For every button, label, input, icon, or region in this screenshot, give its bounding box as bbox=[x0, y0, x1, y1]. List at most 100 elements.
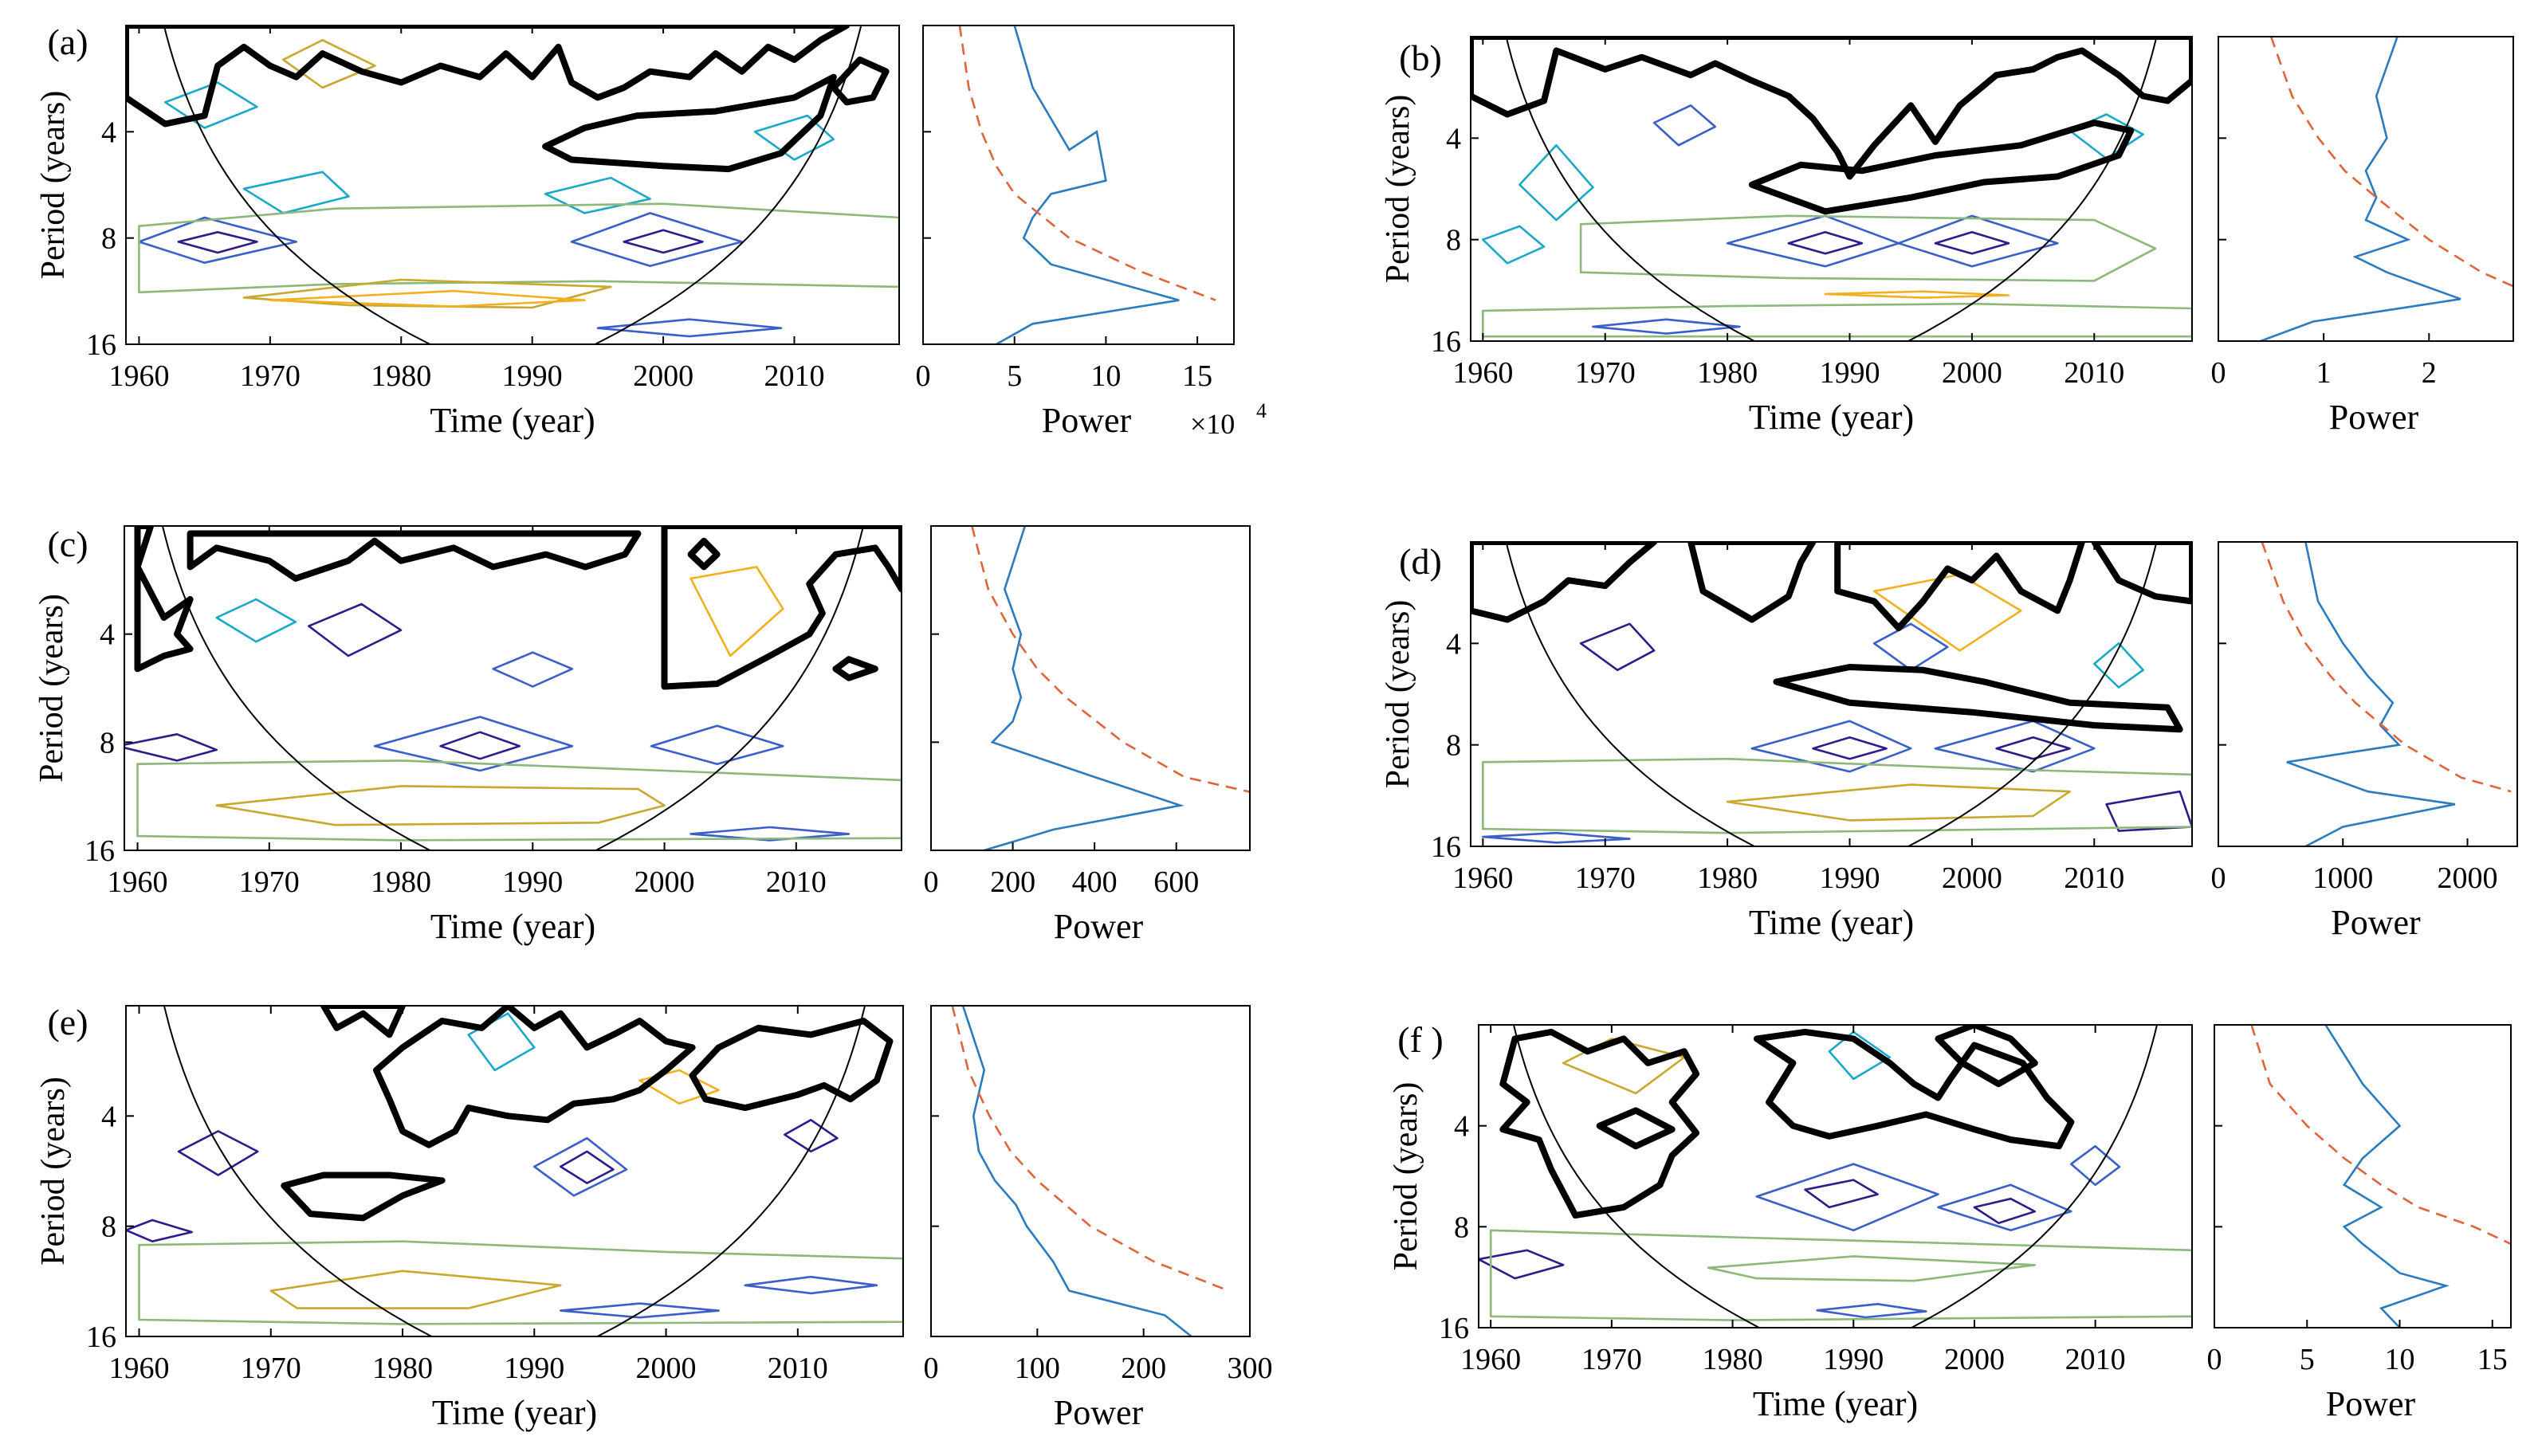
global-plot-area bbox=[2261, 542, 2512, 846]
contour-line bbox=[269, 289, 586, 308]
global-plot-area bbox=[2250, 1025, 2511, 1328]
y-tick-label: 8 bbox=[101, 222, 116, 256]
x-tick-label: 2000 bbox=[1942, 356, 2002, 390]
contour-line bbox=[2069, 113, 2144, 160]
contour-line bbox=[1872, 622, 1949, 672]
global-plot-area bbox=[971, 526, 1250, 850]
contour-line bbox=[1479, 1249, 1565, 1280]
contour-line bbox=[282, 39, 376, 89]
global-power-line bbox=[2260, 37, 2461, 341]
cone-of-influence-right bbox=[595, 26, 862, 344]
x-tick-label: 1980 bbox=[1697, 356, 1758, 390]
significance-contour bbox=[1834, 542, 2085, 631]
panel-label: (c) bbox=[47, 524, 88, 564]
global-plot-area bbox=[951, 1006, 1229, 1336]
global-x-axis-label: Power bbox=[1054, 1393, 1144, 1432]
panel-label: (b) bbox=[1399, 37, 1442, 78]
x-tick-label: 2010 bbox=[766, 865, 827, 899]
global-x-axis-label: Power bbox=[2331, 903, 2421, 942]
contour-line bbox=[136, 759, 902, 842]
contour-line bbox=[1897, 214, 2059, 268]
contour-line bbox=[533, 1136, 628, 1197]
panel-d: 1960 1970 1980 1990 2000 2010 4 8 16 Time (year) P… bbox=[1380, 541, 2518, 942]
significance-contour bbox=[832, 656, 878, 681]
significance-level-line bbox=[951, 1006, 1229, 1292]
contour-line bbox=[439, 731, 521, 760]
panel-b: 1960 1970 1980 1990 2000 2010 4 8 16 Time (year) P… bbox=[1380, 36, 2514, 437]
contour-line bbox=[1726, 783, 2071, 822]
panel-label: (a) bbox=[47, 22, 88, 62]
contour-line bbox=[1872, 573, 2022, 652]
x-tick-label: 1970 bbox=[1575, 861, 1636, 895]
contour-line bbox=[1518, 144, 1594, 222]
contour-line bbox=[242, 278, 612, 309]
panel-a: 1960 1970 1980 1990 2000 2010 4 8 16 Time (year) P… bbox=[35, 22, 1267, 440]
contour-line bbox=[1755, 1163, 1939, 1232]
x-tick-label: 1990 bbox=[502, 359, 563, 393]
wavelet-plot-area bbox=[126, 1006, 903, 1336]
y-tick-label: 16 bbox=[86, 328, 116, 362]
cone-of-influence-left bbox=[1513, 1025, 1760, 1328]
y-axis-label: Period (years) bbox=[1380, 600, 1416, 789]
x-tick-label: 1980 bbox=[1703, 1343, 1763, 1376]
global-x-tick-label: 100 bbox=[1015, 1352, 1060, 1385]
contour-line bbox=[544, 176, 651, 214]
contour-line bbox=[215, 785, 666, 826]
x-tick-label: 1990 bbox=[1823, 1343, 1884, 1376]
global-exponent-label: ×10 bbox=[1190, 408, 1235, 440]
contour-line bbox=[1812, 736, 1888, 760]
contour-line bbox=[242, 171, 350, 214]
significance-contour bbox=[2091, 542, 2192, 605]
x-tick-label: 1960 bbox=[108, 359, 169, 393]
panel-label: (f ) bbox=[1397, 1019, 1443, 1060]
contour-line bbox=[1652, 104, 1717, 147]
cone-of-influence-right bbox=[595, 526, 865, 850]
contour-line bbox=[1579, 214, 2157, 282]
contour-line bbox=[492, 651, 574, 688]
cone-of-influence-left bbox=[163, 1006, 432, 1336]
x-axis-label: Time (year) bbox=[430, 401, 595, 440]
global-exponent-power: 4 bbox=[1256, 399, 1267, 422]
wavelet-plot-area bbox=[1471, 37, 2192, 341]
contour-line bbox=[138, 202, 899, 294]
global-plot-area bbox=[958, 26, 1216, 344]
x-tick-label: 2000 bbox=[633, 359, 693, 393]
global-frame bbox=[2218, 541, 2518, 847]
x-axis-label: Time (year) bbox=[1749, 903, 1914, 942]
contour-line bbox=[2105, 790, 2192, 832]
global-power-line bbox=[2324, 1025, 2450, 1328]
global-x-tick-label: 2 bbox=[2422, 356, 2437, 390]
y-axis-label: Period (years) bbox=[35, 1077, 72, 1266]
y-tick-label: 8 bbox=[1446, 224, 1461, 257]
contour-line bbox=[1482, 302, 2192, 338]
global-x-tick-label: 10 bbox=[2385, 1343, 2415, 1376]
y-axis-label: Period (years) bbox=[35, 91, 72, 280]
x-tick-label: 2010 bbox=[2065, 1343, 2126, 1376]
y-tick-label: 4 bbox=[101, 116, 116, 149]
wavelet-frame bbox=[125, 25, 900, 345]
x-tick-label: 2010 bbox=[768, 1352, 828, 1385]
contour-line bbox=[269, 1270, 562, 1309]
contour-line bbox=[1824, 290, 2010, 299]
x-tick-label: 1970 bbox=[1581, 1343, 1642, 1376]
global-x-axis-label: Power bbox=[2329, 398, 2419, 437]
cone-of-influence-right bbox=[1911, 1025, 2158, 1328]
significance-level-line bbox=[2269, 37, 2513, 288]
contour-line bbox=[1937, 1183, 2072, 1232]
contour-line bbox=[560, 1302, 720, 1319]
x-tick-label: 1960 bbox=[108, 865, 168, 899]
contour-line bbox=[1995, 736, 2071, 760]
contour-line bbox=[784, 1119, 839, 1153]
global-power-line bbox=[996, 26, 1180, 344]
contour-line bbox=[2070, 1144, 2121, 1187]
y-tick-label: 16 bbox=[1439, 1312, 1469, 1345]
global-x-axis-label: Power bbox=[2326, 1384, 2416, 1423]
contour-line bbox=[2093, 642, 2144, 689]
global-x-tick-label: 300 bbox=[1228, 1352, 1273, 1385]
y-tick-label: 4 bbox=[1454, 1110, 1469, 1144]
contour-line bbox=[690, 566, 784, 657]
panel-f: 1960 1970 1980 1990 2000 2010 4 8 16 Time (year) P… bbox=[1388, 1019, 2512, 1423]
x-tick-label: 1980 bbox=[371, 359, 431, 393]
cone-of-influence-right bbox=[1907, 542, 2158, 846]
significance-contour bbox=[281, 1171, 446, 1222]
